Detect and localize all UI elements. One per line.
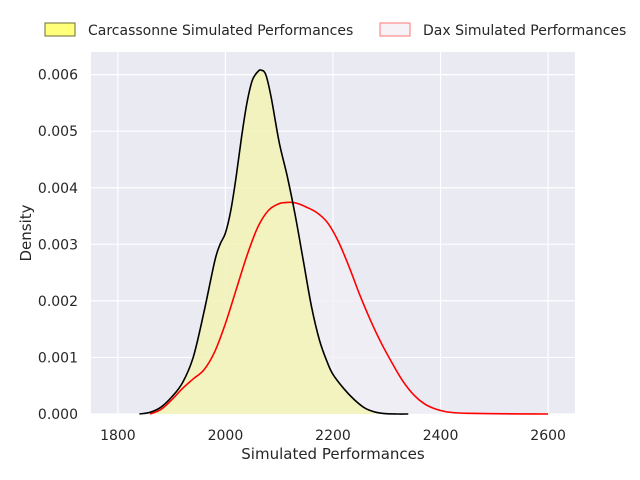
y-tick-label-5: 0.005 xyxy=(38,124,78,140)
legend-label-carcassonne: Carcassonne Simulated Performances xyxy=(88,23,353,39)
y-tick-label-1: 0.001 xyxy=(38,350,78,366)
density-area-carcassonne xyxy=(139,69,409,415)
x-tick-label-4: 2600 xyxy=(530,428,566,444)
x-tick-label-2: 2200 xyxy=(315,428,351,444)
density-fills xyxy=(139,69,549,415)
y-tick-label-6: 0.006 xyxy=(38,68,78,84)
x-tick-label-3: 2400 xyxy=(423,428,459,444)
density-line-dax xyxy=(149,201,549,415)
x-tick-label-0: 1800 xyxy=(100,428,136,444)
y-axis-ticks: 0.000 0.001 0.002 0.003 0.004 0.005 0.006 xyxy=(38,68,78,423)
density-line-carcassonne xyxy=(139,69,409,415)
legend-patch-dax xyxy=(379,22,411,37)
y-axis-title: Density xyxy=(17,204,35,261)
legend-label-dax: Dax Simulated Performances xyxy=(423,23,626,39)
x-tick-label-1: 2000 xyxy=(208,428,244,444)
y-tick-label-3: 0.003 xyxy=(38,237,78,253)
legend: Carcassonne Simulated Performances Dax S… xyxy=(44,22,626,39)
x-axis-ticks: 1800 2000 2200 2400 2600 xyxy=(100,428,566,444)
density-lines xyxy=(139,69,549,415)
y-tick-label-4: 0.004 xyxy=(38,181,78,197)
legend-patch-carcassonne xyxy=(44,22,76,37)
x-axis-title: Simulated Performances xyxy=(241,445,425,463)
y-tick-label-0: 0.000 xyxy=(38,407,78,423)
y-tick-label-2: 0.002 xyxy=(38,294,78,310)
